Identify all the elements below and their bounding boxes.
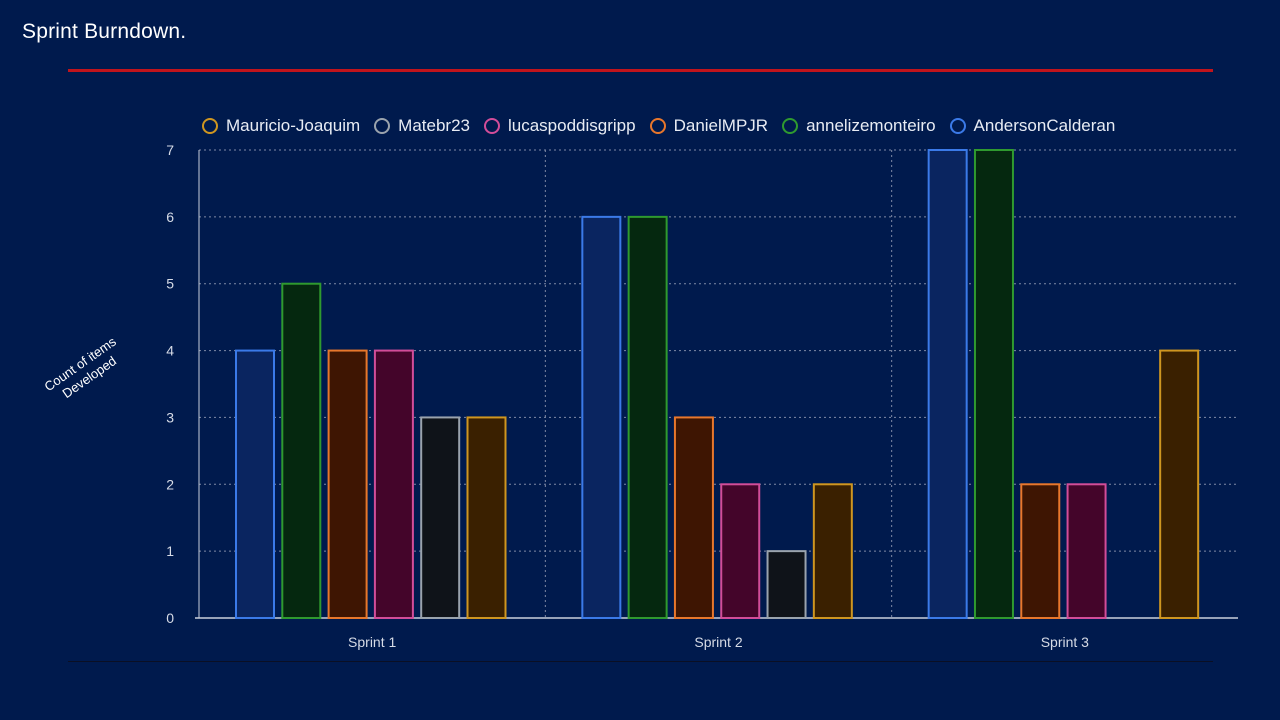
bar-lucaspoddisgripp-sprint-1 [373,349,414,619]
x-tick-label: Sprint 3 [1041,634,1089,650]
slide-title: Sprint Burndown. [22,20,187,43]
bar-andersoncalderan-sprint-2 [581,215,622,619]
bottom-divider [68,661,1213,662]
bar-mauricio-joaquim-sprint-2 [812,483,853,619]
bar-mauricio-joaquim-sprint-1 [466,416,507,619]
y-tick-label: 0 [166,610,174,626]
legend-swatch-icon [949,118,966,134]
legend-swatch-icon [484,118,500,134]
chart-legend: Mauricio-Joaquim Matebr23 lucaspoddisgripp… [202,113,1129,139]
y-tick-label: 1 [166,543,174,559]
bar-lucaspoddisgripp-sprint-2 [720,483,761,619]
x-tick-label: Sprint 2 [694,634,742,650]
title-underline [68,69,1213,72]
legend-swatch-icon [374,118,391,134]
legend-label: lucaspoddisgripp [508,116,636,135]
legend-item[interactable]: Matebr23 [374,116,470,136]
bar-andersoncalderan-sprint-1 [235,349,275,619]
bar-annelizemonteiro-sprint-1 [281,282,322,619]
bar-lucaspoddisgripp-sprint-3 [1066,483,1107,619]
y-tick-label: 3 [166,409,174,425]
bar-danielmpjr-sprint-3 [1020,483,1061,619]
y-tick-label: 5 [166,276,174,292]
legend-item[interactable]: annelizemonteiro [782,116,936,136]
bar-matebr23-sprint-2 [766,550,807,620]
legend-swatch-icon [202,118,218,134]
y-tick-label: 2 [166,476,174,492]
legend-item[interactable]: DanielMPJR [649,116,769,136]
legend-label: Matebr23 [398,116,470,135]
legend-item[interactable]: AndersonCalderan [949,116,1116,136]
legend-label: annelizemonteiro [806,116,936,135]
legend-item[interactable]: Mauricio-Joaquim [202,116,360,136]
bar-mauricio-joaquim-sprint-3 [1159,349,1200,619]
x-tick-label: Sprint 1 [348,634,396,650]
y-tick-label: 6 [166,209,174,225]
bar-andersoncalderan-sprint-3 [927,149,968,619]
y-tick-label: 7 [166,142,174,158]
bar-danielmpjr-sprint-1 [327,349,368,619]
bar-matebr23-sprint-1 [420,416,461,619]
legend-swatch-icon [649,118,666,134]
legend-label: Mauricio-Joaquim [226,116,361,135]
bar-danielmpjr-sprint-2 [673,416,714,619]
legend-label: AndersonCalderan [973,116,1116,135]
y-tick-label: 4 [166,343,174,359]
legend-label: DanielMPJR [673,116,769,135]
legend-swatch-icon [782,118,799,134]
legend-item[interactable]: lucaspoddisgripp [484,116,636,136]
bar-annelizemonteiro-sprint-2 [627,215,668,619]
bar-annelizemonteiro-sprint-3 [973,149,1014,619]
